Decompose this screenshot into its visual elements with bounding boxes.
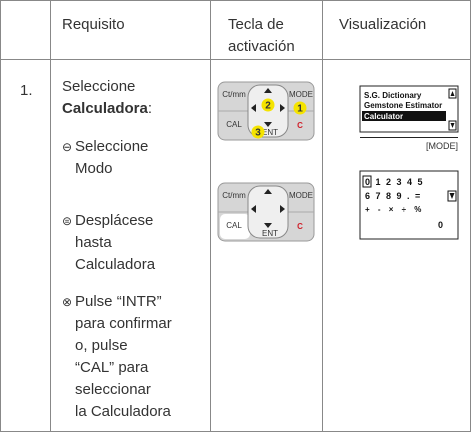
arrow-right <box>280 205 285 213</box>
step-line: o, pulse <box>75 337 128 354</box>
key-label: CAL <box>226 120 242 129</box>
menu-item: Calculator <box>364 112 403 121</box>
menu-item: S.G. Dictionary <box>364 91 422 100</box>
key-label: ENT <box>262 128 278 137</box>
step-line: Calculadora <box>75 256 156 273</box>
calc-result: 0 <box>438 220 443 230</box>
badge <box>261 98 275 112</box>
key-label: MODE <box>289 90 313 99</box>
step-line: seleccionar <box>75 381 151 398</box>
badge-label: 1 <box>297 104 303 115</box>
cursor <box>362 175 372 188</box>
step-symbol: ⊜ <box>62 214 72 228</box>
key-label: ENT <box>262 229 278 238</box>
arrow-left <box>251 104 256 112</box>
step-line: “CAL” para <box>75 359 149 376</box>
calc-display: 0 1 2 3 4 5 6 7 8 9 . = + - × ÷ % 0 <box>359 170 459 240</box>
key-label: C <box>297 222 303 231</box>
keypad: Ct/mm MODE CAL ENT C <box>217 182 315 242</box>
arrow-down <box>264 122 272 127</box>
key-label: Ct/mm <box>222 90 246 99</box>
step-symbol: ⊗ <box>62 295 72 309</box>
lcd-frame <box>359 85 459 133</box>
arrow-up <box>264 189 272 194</box>
lcd-highlight <box>362 111 446 121</box>
menu-display: S.G. Dictionary Gemstone Estimator Calcu… <box>359 85 459 151</box>
steps: ⊖ Seleccione Modo ⊜ Desplácese hasta Calculado… <box>62 138 172 420</box>
calc-row: + - × ÷ % <box>365 205 424 214</box>
calc-row: 0 1 2 3 4 5 <box>365 177 424 187</box>
nav-pad <box>247 185 289 239</box>
header-requirement: Requisito <box>62 16 125 33</box>
menu-footer: [MODE] <box>426 141 458 151</box>
step-line: para confirmar <box>75 315 172 332</box>
calc-row: 6 7 8 9 . = <box>365 191 422 201</box>
key-label: C <box>297 121 303 130</box>
arrow-right <box>280 104 285 112</box>
menu-item: Gemstone Estimator <box>364 101 442 110</box>
intro-end: : <box>148 100 152 117</box>
key-label: Ct/mm <box>222 191 246 200</box>
intro-bold: Calculadora: <box>62 100 152 117</box>
badge-label: 3 <box>255 128 261 139</box>
arrow-left <box>251 205 256 213</box>
header-key: activación <box>228 38 295 55</box>
header-display: Visualización <box>339 16 426 33</box>
badge <box>251 125 265 139</box>
step-line: la Calculadora <box>75 403 172 420</box>
intro: Seleccione <box>62 78 135 95</box>
badge <box>293 101 307 115</box>
intro-bold-text: Calculadora <box>62 100 149 117</box>
key-highlight <box>220 214 250 239</box>
arrow-down <box>264 223 272 228</box>
keypads: Ct/mm MODE CAL ENT C 2 1 3 Ct/mm MODE CAL ENT C <box>217 81 315 242</box>
lcd-frame <box>359 170 459 240</box>
row-number: 1. <box>20 82 33 99</box>
header-key: Tecla de <box>228 16 284 33</box>
key-label: MODE <box>289 191 313 200</box>
step-line: Modo <box>75 160 113 177</box>
step-symbol: ⊖ <box>62 140 72 154</box>
badge-label: 2 <box>265 101 271 112</box>
step-line: Desplácese <box>75 212 153 229</box>
keypad: Ct/mm MODE CAL ENT C 2 1 3 <box>217 81 315 141</box>
step-line: hasta <box>75 234 112 251</box>
key-label: CAL <box>226 221 242 230</box>
step-line: Seleccione <box>75 138 148 155</box>
step-line: Pulse “INTR” <box>75 293 162 310</box>
arrow-up <box>264 88 272 93</box>
